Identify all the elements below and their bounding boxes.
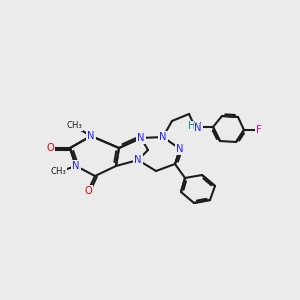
Text: CH₃: CH₃	[50, 167, 66, 176]
Text: N: N	[134, 155, 142, 165]
Text: N: N	[194, 123, 202, 133]
Text: O: O	[46, 143, 54, 153]
Text: O: O	[84, 186, 92, 196]
Text: N: N	[137, 133, 145, 143]
Text: F: F	[256, 125, 262, 135]
Text: H: H	[188, 121, 196, 131]
Text: NH: NH	[188, 122, 202, 132]
Text: CH₃: CH₃	[66, 122, 82, 130]
Text: N: N	[176, 144, 184, 154]
Text: N: N	[72, 161, 80, 171]
Text: N: N	[87, 131, 95, 141]
Text: N: N	[159, 132, 167, 142]
